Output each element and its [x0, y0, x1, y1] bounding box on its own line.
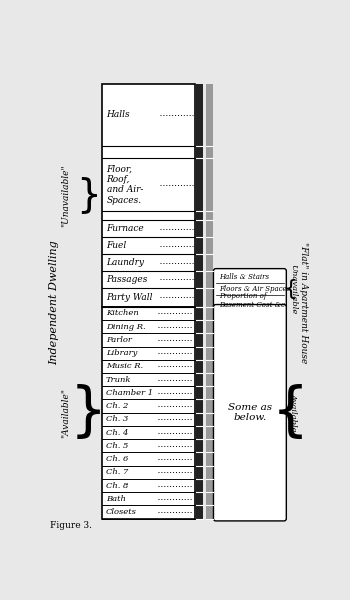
Text: Dining R.: Dining R. — [106, 323, 145, 331]
Text: Laundry: Laundry — [106, 258, 145, 267]
Text: "Available": "Available" — [61, 388, 70, 438]
Text: Available: Available — [289, 394, 297, 432]
Text: Independent Dwelling: Independent Dwelling — [50, 241, 60, 365]
Text: Trunk: Trunk — [106, 376, 131, 383]
Text: }: } — [76, 176, 101, 214]
Text: Kitchen: Kitchen — [106, 310, 139, 317]
Text: Ch. 8: Ch. 8 — [106, 482, 128, 490]
Text: Floor,
Roof,
and Air-
Spaces.: Floor, Roof, and Air- Spaces. — [106, 164, 143, 205]
FancyBboxPatch shape — [214, 269, 286, 309]
FancyBboxPatch shape — [214, 305, 286, 521]
Text: Music R.: Music R. — [106, 362, 143, 370]
Bar — [206, 83, 214, 518]
Text: "Unavailable": "Unavailable" — [61, 164, 70, 227]
Text: Halls: Halls — [106, 110, 130, 119]
Text: Halls & Stairs: Halls & Stairs — [219, 273, 269, 281]
Text: Chamber 1: Chamber 1 — [106, 389, 153, 397]
Text: Parlor: Parlor — [106, 336, 132, 344]
Text: }: } — [70, 384, 107, 441]
Text: Floors & Air Spaces: Floors & Air Spaces — [219, 285, 290, 293]
Text: {: { — [272, 384, 309, 441]
Bar — [196, 83, 203, 518]
Text: Unavailable: Unavailable — [289, 264, 297, 314]
Text: {: { — [283, 279, 297, 299]
Bar — [102, 307, 195, 518]
Text: Figure 3.: Figure 3. — [50, 521, 92, 530]
Text: Furnace: Furnace — [106, 224, 144, 233]
Text: Library: Library — [106, 349, 137, 357]
Text: Closets: Closets — [106, 508, 136, 516]
Text: Fuel: Fuel — [106, 241, 127, 250]
Text: Party Wall: Party Wall — [106, 293, 153, 302]
Text: Ch. 6: Ch. 6 — [106, 455, 128, 463]
Bar — [102, 83, 195, 307]
Text: Ch. 2: Ch. 2 — [106, 402, 128, 410]
Text: Ch. 4: Ch. 4 — [106, 428, 128, 437]
Text: Ch. 7: Ch. 7 — [106, 468, 128, 476]
Text: Proportion of
Basement Cost &c: Proportion of Basement Cost &c — [219, 292, 285, 310]
Text: Bath: Bath — [106, 495, 126, 503]
Text: Ch. 5: Ch. 5 — [106, 442, 128, 450]
Text: Passages: Passages — [106, 275, 148, 284]
Text: Ch. 3: Ch. 3 — [106, 415, 128, 424]
Text: Some as
below.: Some as below. — [228, 403, 272, 422]
Text: "Flat" in Apartment House: "Flat" in Apartment House — [299, 242, 308, 364]
